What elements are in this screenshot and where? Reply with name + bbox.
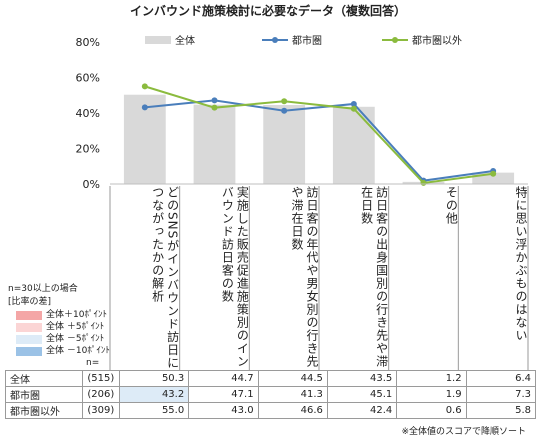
footnote: ※全体値のスコアで降順ソート (401, 427, 526, 437)
y-tick-label: 80% (76, 36, 100, 49)
note-title: n=30以上の場合 (8, 284, 78, 294)
y-tick-label: 60% (76, 72, 100, 85)
note-label: 全体 －5ﾎﾟｲﾝﾄ (46, 334, 105, 344)
table-row: 都市圏以外 (309) 55.0 43.0 46.6 42.4 0.6 5.8 (5, 402, 536, 419)
series-point (281, 107, 288, 114)
row-n: (309) (81, 402, 120, 419)
category-label: 実施した販売促進施策別のインバウンド訪日客の数 (220, 186, 250, 368)
series-line (144, 85, 494, 184)
value-cell: 44.5 (257, 370, 328, 387)
value-cell: 45.1 (326, 386, 398, 403)
value-cell: 1.2 (396, 370, 467, 387)
value-cell: 41.3 (257, 386, 328, 403)
legend-swatch (145, 36, 171, 44)
category-label: 訪日客の出身国別の行き先や滞在日数 (359, 186, 389, 368)
legend-marker (272, 37, 278, 43)
table-row: 都市圏 (206) 43.2 47.1 41.3 45.1 1.9 7.3 (5, 386, 536, 403)
note-swatch (16, 347, 42, 356)
value-cell: 5.8 (465, 402, 536, 419)
note-swatch (16, 335, 42, 344)
legend-marker (392, 37, 398, 43)
bar (193, 104, 236, 184)
note-item: 全体 ＋5ﾎﾟｲﾝﾄ (8, 321, 110, 333)
series-line (144, 99, 494, 182)
y-tick-label: 20% (76, 143, 100, 156)
note-subtitle: [比率の差] (8, 297, 52, 307)
y-tick-label: 40% (76, 107, 100, 120)
series-point (490, 170, 497, 177)
row-n: (206) (81, 386, 120, 403)
y-tick-label: 0% (83, 178, 100, 191)
value-cell: 46.6 (257, 402, 328, 419)
bar (332, 106, 375, 184)
bar (472, 172, 515, 184)
note-label: 全体 ＋5ﾎﾟｲﾝﾄ (46, 322, 105, 332)
note-item: 全体 －5ﾎﾟｲﾝﾄ (8, 333, 110, 345)
value-cell: 1.9 (396, 386, 467, 403)
legend-label: 都市圏 (292, 34, 322, 47)
legend-label: 全体 (175, 34, 195, 47)
row-n: (515) (81, 370, 120, 387)
value-cell: 42.4 (326, 402, 398, 419)
note-label: 全体 －10ﾎﾟｲﾝﾄ (46, 346, 110, 356)
chart-title: インバウンド施策検討に必要なデータ（複数回答） (129, 4, 406, 18)
category-label: 訪日客の年代や男女別の行き先や滞在日数 (289, 186, 319, 368)
value-cell: 43.5 (326, 370, 398, 387)
n-label: n= (86, 358, 100, 368)
table-row: 全体 (515) 50.3 44.7 44.5 43.5 1.2 6.4 (5, 370, 536, 387)
category-label: 特に思い浮かぶものはない (513, 186, 528, 342)
note-swatch (16, 323, 42, 332)
note-item: 全体 －10ﾎﾟｲﾝﾄ (8, 345, 110, 357)
series-point (350, 100, 357, 107)
note-label: 全体＋10ﾎﾟｲﾝﾄ (46, 310, 107, 320)
legend-label: 都市圏以外 (412, 34, 462, 47)
row-label: 都市圏以外 (5, 402, 83, 419)
value-cell: 6.4 (465, 370, 536, 387)
note-item: 全体＋10ﾎﾟｲﾝﾄ (8, 309, 110, 321)
row-label: 全体 (5, 370, 83, 387)
series-point (350, 105, 357, 112)
category-label: どのSNSがインバウンド訪日につながったかの解析 (150, 186, 180, 370)
value-cell: 0.6 (396, 402, 467, 419)
value-cell: 55.0 (118, 402, 190, 419)
series-point (141, 104, 148, 111)
value-cell: 44.7 (188, 370, 259, 387)
bar (263, 105, 306, 184)
value-cell: 43.2 (118, 386, 190, 403)
category-label: その他 (444, 186, 459, 225)
value-cell: 43.0 (188, 402, 259, 419)
series-point (211, 97, 218, 104)
row-label: 都市圏 (5, 386, 83, 403)
series-point (211, 104, 218, 111)
value-cell: 47.1 (188, 386, 259, 403)
note-swatch (16, 311, 42, 320)
value-cell: 50.3 (118, 370, 190, 387)
data-table: 全体 (515) 50.3 44.7 44.5 43.5 1.2 6.4 都市圏 (206) 43.… (5, 370, 536, 419)
difference-legend: n=30以上の場合 [比率の差] 全体＋10ﾎﾟｲﾝﾄ 全体 ＋5ﾎﾟｲﾝﾄ 全体 … (8, 283, 110, 357)
value-cell: 7.3 (465, 386, 536, 403)
series-point (141, 83, 148, 90)
series-point (281, 98, 288, 105)
